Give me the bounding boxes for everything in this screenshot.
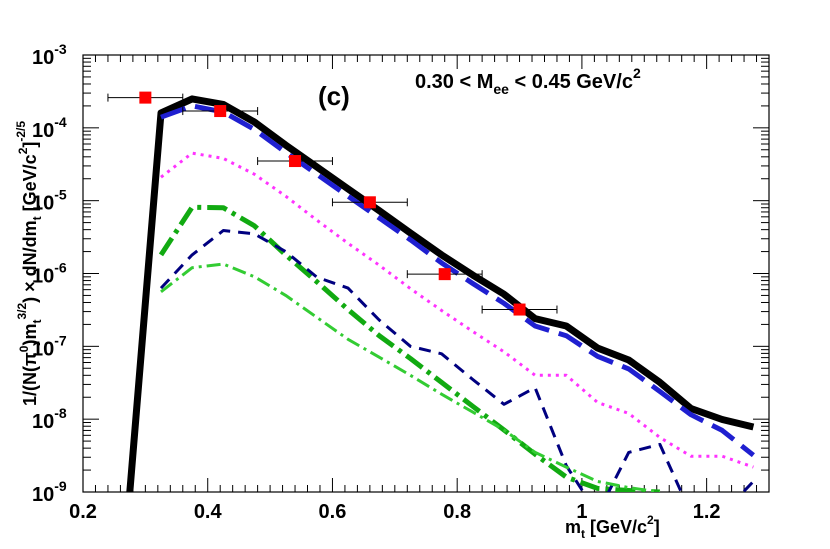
data-point	[214, 105, 227, 118]
series-component-lime-dashdot-thin	[160, 262, 661, 492]
x-tick-label: 0.8	[443, 501, 471, 523]
x-tick-label: 0.6	[319, 501, 347, 523]
x-tick-labels: 0.2 0.4 0.6 0.8 1 1.2	[69, 501, 720, 523]
panel-label: (c)	[318, 81, 350, 111]
axis-ticks	[82, 55, 770, 493]
series-component-magenta-dotted	[160, 151, 754, 469]
data-point	[438, 268, 451, 281]
x-tick-label: 1	[576, 501, 587, 523]
y-axis-title: 1/(N(π0)mt3/2) × dN/dmt [GeV/c2]-2/5	[14, 121, 44, 406]
y-tick-label: 10-5	[32, 187, 67, 215]
y-tick-label: 10-9	[32, 478, 67, 506]
x-tick-label: 0.4	[194, 501, 223, 523]
data-point	[289, 155, 302, 168]
series-component-navy-dashed	[159, 229, 755, 492]
data-points-layer	[107, 91, 558, 316]
y-tick-labels: 10-9 10-8 10-7 10-6 10-5 10-4 10-3	[32, 41, 67, 506]
y-tick-label: 10-7	[32, 332, 67, 360]
mass-range-annotation: 0.30 < Mee < 0.45 GeV/c2	[415, 65, 641, 97]
x-axis-title: mt [GeV/c2]	[565, 513, 660, 541]
x-tick-label: 1.2	[693, 501, 721, 523]
series-component-green-dashdot-thick	[158, 204, 661, 492]
data-point	[139, 91, 152, 104]
y-tick-label: 10-4	[32, 114, 67, 142]
data-point	[513, 303, 526, 316]
y-tick-label: 10-3	[32, 41, 67, 69]
y-tick-label: 10-8	[32, 405, 67, 433]
series-component-blue-longdash	[160, 103, 755, 458]
x-tick-label: 0.2	[69, 501, 97, 523]
series-layer	[126, 95, 755, 492]
y-tick-label: 10-6	[32, 260, 67, 288]
data-point	[363, 196, 376, 209]
series-total	[126, 95, 755, 492]
